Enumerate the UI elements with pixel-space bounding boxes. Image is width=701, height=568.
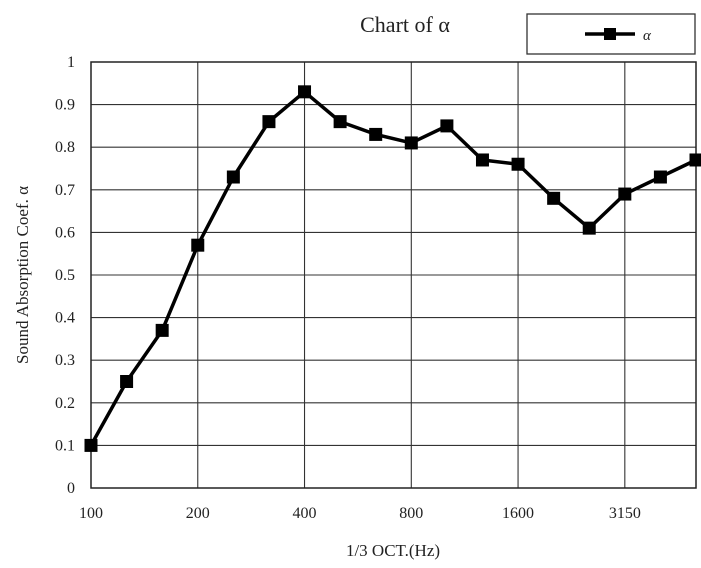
data-point: [475, 153, 489, 167]
data-point: [582, 221, 596, 235]
y-tick-label: 0: [67, 480, 75, 497]
series-line: [89, 90, 697, 447]
data-point: [369, 127, 383, 141]
data-point: [84, 438, 98, 452]
x-tick-labels: 100 200 400 800 1600 3150: [79, 505, 641, 522]
x-tick-label: 100: [79, 505, 103, 522]
data-point: [653, 170, 667, 184]
y-tick-label: 0.5: [55, 267, 75, 284]
data-point: [547, 191, 561, 205]
y-tick-label: 1: [67, 54, 75, 71]
data-point: [298, 85, 312, 99]
y-tick-label: 0.4: [55, 310, 75, 327]
data-point: [689, 153, 701, 167]
plot-frame: [90, 61, 697, 489]
data-point: [191, 238, 205, 252]
data-point: [333, 115, 347, 129]
x-tick-label: 1600: [502, 505, 534, 522]
y-tick-label: 0.1: [55, 437, 75, 454]
x-tick-label: 3150: [609, 505, 641, 522]
y-tick-label: 0.9: [55, 97, 75, 114]
y-tick-labels: 0 0.1 0.2 0.3 0.4 0.5 0.6 0.7 0.8 0.9 1: [55, 54, 75, 497]
x-tick-label: 800: [399, 505, 423, 522]
chart-title: Chart of α: [360, 12, 450, 37]
y-tick-label: 0.7: [55, 182, 75, 199]
y-tick-label: 0.8: [55, 139, 75, 156]
data-point: [404, 136, 418, 150]
x-axis-label: 1/3 OCT.(Hz): [346, 541, 440, 560]
x-tick-label: 400: [293, 505, 317, 522]
y-axis-label: Sound Absorption Coef. α: [13, 186, 32, 364]
grid: [91, 61, 696, 489]
legend-swatch-marker: [604, 28, 616, 40]
legend: α: [526, 13, 696, 55]
data-point: [618, 187, 632, 201]
y-tick-label: 0.2: [55, 395, 75, 412]
data-point: [511, 157, 525, 171]
legend-label: α: [643, 28, 652, 44]
data-point: [440, 119, 454, 133]
data-point: [155, 323, 169, 337]
series-alpha: [84, 85, 701, 452]
data-point: [120, 375, 134, 388]
data-point: [226, 170, 240, 184]
data-point: [262, 115, 276, 129]
x-tick-label: 200: [186, 505, 210, 522]
y-tick-label: 0.3: [55, 352, 75, 369]
y-tick-label: 0.6: [55, 224, 75, 241]
